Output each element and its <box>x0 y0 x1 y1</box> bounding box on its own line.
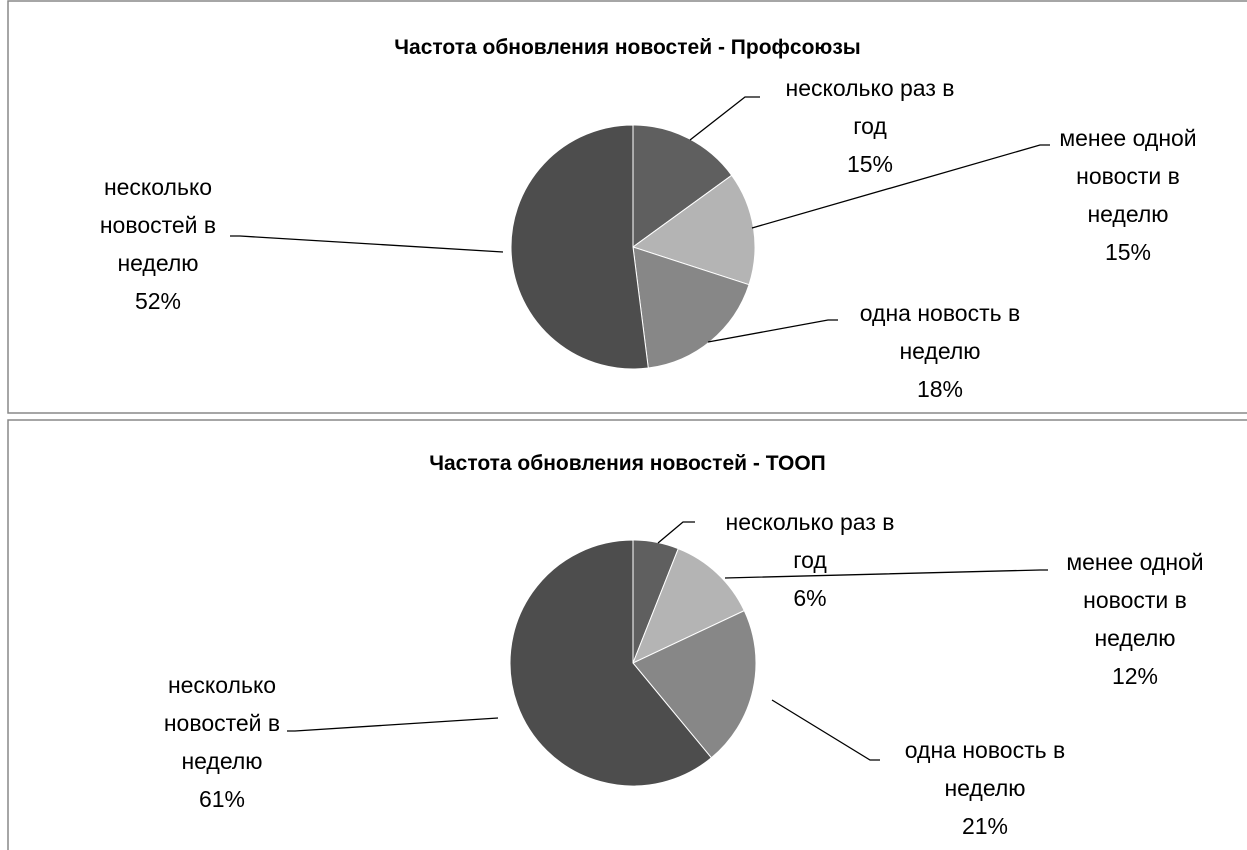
category-label: одна новость в неделю <box>904 737 1066 801</box>
category-label: несколько раз в год <box>785 75 955 139</box>
value-label: 15% <box>1104 239 1152 265</box>
chart-border <box>7 419 1247 850</box>
slice-label: одна новость в неделю 21% <box>883 731 1088 845</box>
slice-label: менее одной новости в неделю 15% <box>1038 119 1218 271</box>
value-label: 61% <box>198 786 246 812</box>
slice-label: несколько раз в год 6% <box>710 503 910 617</box>
chart-border <box>7 0 1247 414</box>
value-label: 12% <box>1111 663 1159 689</box>
category-label: несколько раз в год <box>725 509 895 573</box>
pie-slice <box>632 547 745 664</box>
value-label: 18% <box>916 376 964 402</box>
leader-line <box>657 521 695 544</box>
category-label: одна новость в неделю <box>859 300 1021 364</box>
category-label: несколько новостей в неделю <box>99 174 217 276</box>
slice-label: несколько раз в год 15% <box>770 69 970 183</box>
value-label: 6% <box>793 585 827 611</box>
leader-line <box>724 569 1048 579</box>
value-label: 52% <box>134 288 182 314</box>
pie-slice <box>632 609 757 759</box>
category-label: менее одной новости в неделю <box>1059 125 1197 227</box>
slice-label: несколько новостей в неделю 61% <box>142 666 302 818</box>
value-label: 21% <box>961 813 1009 839</box>
pie-slice <box>510 124 649 370</box>
chart-title: Частота обновления новостей - ТООП <box>429 452 826 475</box>
value-label: 15% <box>846 151 894 177</box>
category-label: несколько новостей в неделю <box>163 672 281 774</box>
leader-line <box>689 96 760 141</box>
category-label: менее одной новости в неделю <box>1066 549 1204 651</box>
leader-line <box>230 235 504 253</box>
leader-line <box>771 699 880 761</box>
slice-label: несколько новостей в неделю 52% <box>78 168 238 320</box>
leader-line <box>707 319 838 343</box>
pie-slice <box>509 539 713 787</box>
leader-line <box>287 717 499 732</box>
pie-slice <box>632 124 733 248</box>
slice-label: менее одной новости в неделю 12% <box>1045 543 1225 695</box>
chart-title: Частота обновления новостей - Профсоюзы <box>394 36 861 59</box>
leader-line <box>751 144 1050 229</box>
slice-label: одна новость в неделю 18% <box>838 294 1043 408</box>
